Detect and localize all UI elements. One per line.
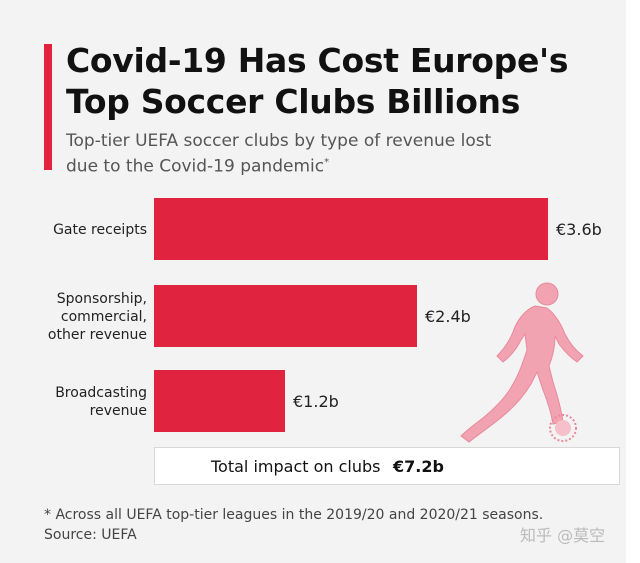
footnote-marker: * (324, 157, 330, 168)
category-label-2-line-2: commercial, (61, 309, 147, 325)
category-label-2-line-1: Sponsorship, (57, 291, 147, 307)
chart-title-line-1: Covid-19 Has Cost Europe's (66, 41, 569, 80)
watermark: 知乎 @莫空 (520, 526, 606, 545)
soccer-player-illustration (460, 282, 584, 443)
chart-title-line-2: Top Soccer Clubs Billions (66, 82, 521, 121)
total-impact-box: Total impact on clubs €7.2b (154, 447, 620, 485)
chart-subtitle-line-1: Top-tier UEFA soccer clubs by type of re… (66, 131, 492, 151)
bar-1 (154, 198, 548, 260)
total-impact-value: €7.2b (393, 457, 444, 476)
footnote: * Across all UEFA top-tier leagues in th… (44, 507, 544, 523)
category-label-3-line-2: revenue (90, 403, 147, 419)
chart-title: Covid-19 Has Cost Europe's Top Soccer Cl… (66, 40, 606, 122)
chart-subtitle: Top-tier UEFA soccer clubs by type of re… (66, 130, 586, 178)
category-label-2-line-3: other revenue (48, 327, 147, 343)
bar-value-label-1: €3.6b (556, 220, 602, 239)
chart-subtitle-line-2-text: due to the Covid-19 pandemic (66, 156, 325, 177)
bar-value-label-3: €1.2b (293, 392, 339, 411)
category-label-3-line-1: Broadcasting (55, 385, 147, 401)
chart-subtitle-line-2: due to the Covid-19 pandemic* (66, 152, 586, 178)
title-accent-bar (44, 44, 52, 170)
bar-value-label-2: €2.4b (425, 307, 471, 326)
total-impact-label: Total impact on clubs (211, 457, 381, 476)
soccer-ball-icon (549, 414, 577, 442)
source-note: Source: UEFA (44, 527, 137, 543)
bar-2 (154, 285, 417, 347)
bar-3 (154, 370, 285, 432)
page-edge (626, 0, 640, 563)
category-label-1-line-1: Gate receipts (53, 222, 147, 238)
